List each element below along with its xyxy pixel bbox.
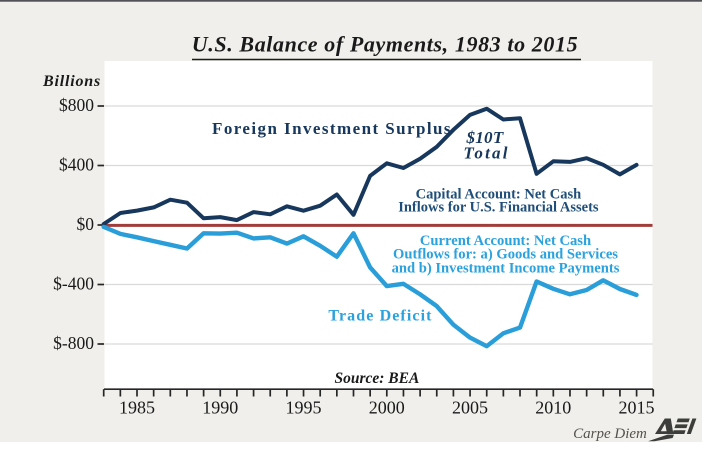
svg-text:1985: 1985 [119, 398, 155, 418]
svg-text:2005: 2005 [452, 398, 488, 418]
svg-text:Carpe Diem: Carpe Diem [573, 426, 647, 442]
svg-text:Inflows for U.S. Financial Ass: Inflows for U.S. Financial Assets [398, 200, 599, 216]
svg-text:1990: 1990 [202, 398, 238, 418]
svg-text:Foreign Investment Surplus: Foreign Investment Surplus [212, 119, 452, 138]
svg-text:$0: $0 [77, 214, 95, 234]
svg-text:$10T: $10T [465, 128, 503, 147]
svg-text:2000: 2000 [369, 398, 405, 418]
svg-text:Billions: Billions [42, 73, 101, 90]
svg-text:Outflows for: a) Goods and Ser: Outflows for: a) Goods and Services [393, 247, 618, 263]
svg-text:2010: 2010 [535, 398, 571, 418]
svg-text:$400: $400 [59, 155, 94, 175]
svg-text:$-400: $-400 [53, 274, 94, 294]
svg-text:1995: 1995 [286, 398, 322, 418]
svg-text:Total: Total [463, 143, 509, 162]
svg-text:Current Account: Net Cash: Current Account: Net Cash [420, 233, 591, 249]
svg-text:Capital Account: Net Cash: Capital Account: Net Cash [416, 186, 582, 202]
svg-text:U.S. Balance of Payments, 1983: U.S. Balance of Payments, 1983 to 2015 [192, 32, 578, 57]
svg-text:and b) Investment Income Payme: and b) Investment Income Payments [392, 261, 620, 277]
svg-text:2015: 2015 [619, 398, 655, 418]
svg-text:Source: BEA: Source: BEA [334, 370, 419, 387]
svg-text:Trade Deficit: Trade Deficit [328, 308, 432, 325]
svg-text:$-800: $-800 [53, 333, 94, 353]
svg-text:$800: $800 [59, 95, 94, 115]
